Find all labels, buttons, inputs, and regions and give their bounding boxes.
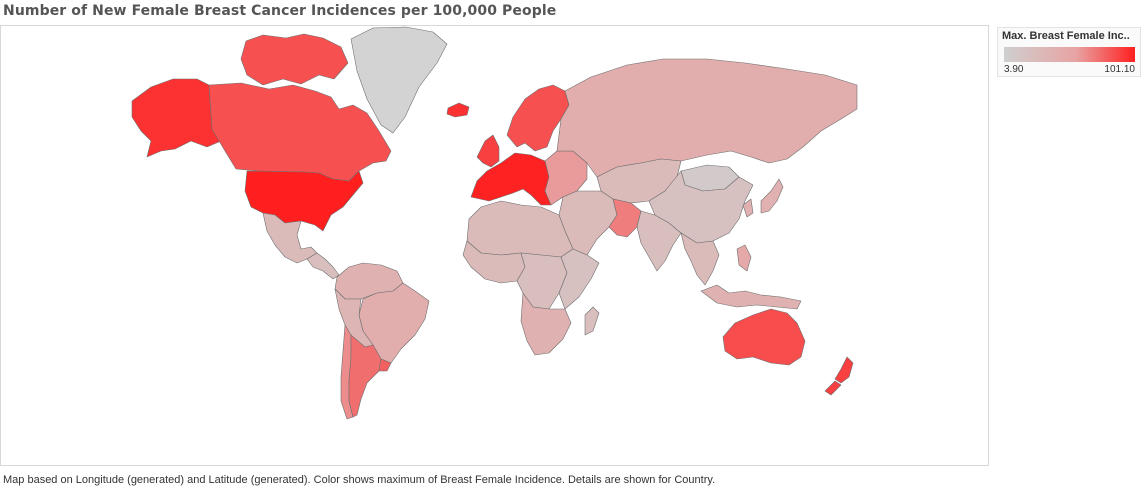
- region-australia[interactable]: [722, 308, 806, 366]
- region-china[interactable]: [648, 170, 754, 244]
- region-madagascar[interactable]: [584, 306, 600, 336]
- region-canada-arctic[interactable]: [240, 33, 349, 86]
- world-map[interactable]: [1, 26, 989, 466]
- region-alaska[interactable]: [131, 78, 222, 158]
- legend-min-label: 3.90: [1004, 64, 1024, 75]
- region-india[interactable]: [636, 210, 682, 272]
- region-pakistan[interactable]: [608, 198, 642, 238]
- legend-max-label: 101.10: [1104, 64, 1135, 75]
- region-greenland[interactable]: [350, 26, 448, 134]
- region-mexico[interactable]: [262, 212, 318, 264]
- region-iceland[interactable]: [446, 102, 470, 118]
- map-title: Number of New Female Breast Cancer Incid…: [3, 3, 557, 19]
- region-argentina[interactable]: [348, 334, 382, 418]
- map-caption: Map based on Longitude (generated) and L…: [3, 474, 716, 486]
- region-uk-ireland[interactable]: [476, 134, 500, 168]
- region-east-africa[interactable]: [558, 248, 600, 310]
- region-canada[interactable]: [208, 82, 392, 182]
- region-new-zealand[interactable]: [824, 356, 854, 396]
- region-philippines[interactable]: [736, 244, 752, 272]
- region-southern-africa[interactable]: [520, 292, 572, 356]
- color-legend[interactable]: Max. Breast Female Inc.. 3.90 101.10: [997, 27, 1141, 77]
- region-indonesia[interactable]: [700, 284, 802, 310]
- legend-title: Max. Breast Female Inc..: [1002, 30, 1130, 42]
- legend-color-ramp: [1004, 47, 1135, 62]
- region-russia[interactable]: [556, 58, 858, 178]
- region-japan-korea[interactable]: [742, 178, 784, 218]
- region-central-america[interactable]: [306, 252, 340, 280]
- map-view[interactable]: [0, 25, 989, 466]
- region-southeast-asia[interactable]: [680, 232, 720, 286]
- region-north-africa[interactable]: [466, 200, 574, 258]
- region-uruguay[interactable]: [378, 358, 392, 372]
